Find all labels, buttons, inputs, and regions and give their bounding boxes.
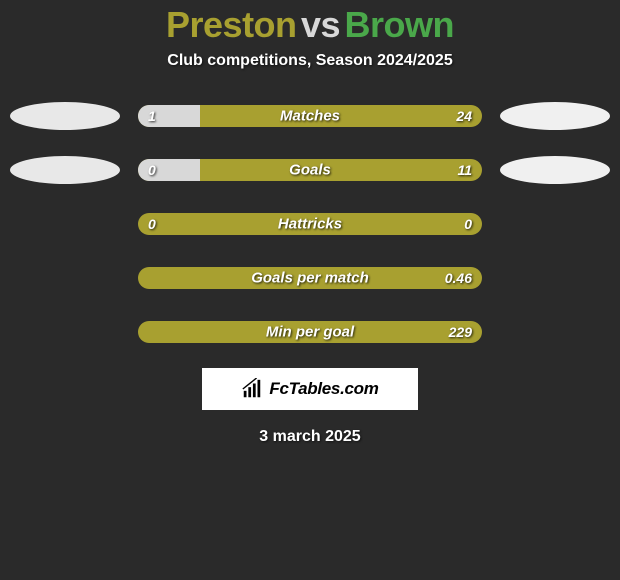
stat-row: 0 Goals 11 [0, 156, 620, 184]
bar-value-right: 11 [457, 162, 472, 178]
subtitle: Club competitions, Season 2024/2025 [0, 52, 620, 70]
stat-rows: 1 Matches 24 0 Goals 11 0 Hattricks 0 Goals per m… [0, 102, 620, 346]
bar-label: Goals per match [251, 270, 369, 287]
title-vs: vs [301, 4, 340, 45]
bar-value-right: 229 [449, 324, 472, 340]
team-oval-left [10, 156, 120, 184]
team-oval-right [500, 156, 610, 184]
title-left-player: Preston [166, 4, 297, 45]
bar-label: Min per goal [266, 324, 354, 341]
stat-row: Goals per match 0.46 [0, 264, 620, 292]
bar-value-right: 0.46 [445, 270, 472, 286]
stat-bar: 0 Hattricks 0 [138, 213, 482, 235]
bar-label: Matches [280, 108, 340, 125]
oval-spacer [10, 210, 120, 238]
team-oval-right [500, 102, 610, 130]
oval-spacer [500, 318, 610, 346]
stat-bar: Goals per match 0.46 [138, 267, 482, 289]
bar-label: Goals [289, 162, 331, 179]
bar-value-left: 0 [148, 162, 156, 178]
stat-bar: 0 Goals 11 [138, 159, 482, 181]
stat-bar: Min per goal 229 [138, 321, 482, 343]
branding-badge: FcTables.com [202, 368, 418, 410]
oval-spacer [10, 264, 120, 292]
stat-row: 0 Hattricks 0 [0, 210, 620, 238]
title-right-player: Brown [345, 4, 455, 45]
oval-spacer [500, 264, 610, 292]
bar-value-left: 0 [148, 216, 156, 232]
chart-icon [241, 378, 263, 400]
bar-value-right: 0 [464, 216, 472, 232]
stat-bar: 1 Matches 24 [138, 105, 482, 127]
stat-row: 1 Matches 24 [0, 102, 620, 130]
date-label: 3 march 2025 [0, 428, 620, 446]
stat-row: Min per goal 229 [0, 318, 620, 346]
bar-value-right: 24 [456, 108, 472, 124]
page-title: Preston vs Brown [0, 0, 620, 46]
bar-value-left: 1 [148, 108, 156, 124]
oval-spacer [10, 318, 120, 346]
oval-spacer [500, 210, 610, 238]
team-oval-left [10, 102, 120, 130]
branding-text: FcTables.com [269, 379, 378, 399]
bar-label: Hattricks [278, 216, 342, 233]
